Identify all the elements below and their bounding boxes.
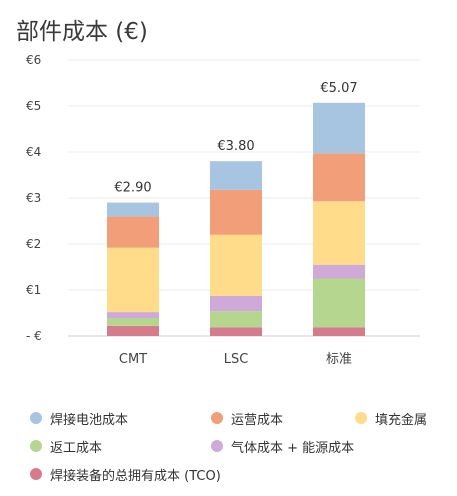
y-tick-label: €5: [26, 99, 41, 113]
stacked-bar-chart: - € €1 €2 €3 €4 €5 €6 €2.90 CMT €3.80 LSC €5.07 标准: [26, 53, 420, 367]
bar-segment: [210, 189, 262, 235]
y-tick-label: €2: [26, 237, 41, 251]
legend-item: 焊接电池成本: [30, 409, 128, 428]
chart-legend: 焊接电池成本 运营成本 填充金属返工成本 气体成本 + 能源成本 焊接装备的总拥有成本 …: [30, 404, 450, 488]
bar-segment: [210, 161, 262, 190]
bar-total-label: €2.90: [114, 181, 151, 196]
legend-label: 气体成本 + 能源成本: [231, 440, 355, 456]
legend-row: 返工成本 气体成本 + 能源成本: [30, 432, 450, 460]
bar-segment: [210, 327, 262, 336]
legend-swatch: [30, 440, 42, 452]
y-tick-label: €6: [26, 53, 41, 67]
bar-segment: [210, 311, 262, 328]
bar-segment: [313, 264, 365, 279]
bar-total-label: €3.80: [217, 139, 254, 154]
legend-swatch: [30, 468, 42, 480]
legend-item: 填充金属: [355, 409, 427, 428]
bar-segment: [313, 278, 365, 328]
bar-segment: [313, 102, 365, 154]
legend-label: 返工成本: [50, 440, 103, 456]
legend-item: 气体成本 + 能源成本: [211, 437, 354, 456]
bar-segment: [107, 202, 159, 217]
y-tick-label: - €: [26, 329, 42, 343]
legend-row: 焊接电池成本 运营成本 填充金属: [30, 404, 450, 432]
legend-label: 填充金属: [375, 412, 428, 428]
legend-item: 返工成本: [30, 437, 102, 456]
x-tick-label: CMT: [119, 352, 147, 367]
legend-swatch: [30, 412, 42, 424]
bar-segment: [107, 325, 159, 336]
bar-segment: [107, 247, 159, 313]
chart-title: 部件成本 (€): [16, 19, 148, 45]
bar-segment: [313, 201, 365, 265]
y-tick-label: €1: [26, 283, 41, 297]
x-tick-label: LSC: [224, 352, 249, 367]
legend-swatch: [211, 412, 223, 424]
bar-segment: [210, 295, 262, 312]
legend-item: 运营成本: [211, 409, 283, 428]
legend-label: 焊接装备的总拥有成本 (TCO): [50, 468, 221, 484]
legend-row: 焊接装备的总拥有成本 (TCO): [30, 460, 450, 488]
bar-segment: [107, 216, 159, 248]
bar-segment: [313, 327, 365, 336]
bar-total-label: €5.07: [320, 81, 357, 96]
bar-segment: [107, 312, 159, 319]
y-tick-label: €4: [26, 145, 41, 159]
bar-segment: [210, 234, 262, 296]
bar-segment: [313, 153, 365, 202]
legend-label: 焊接电池成本: [50, 412, 129, 428]
y-tick-label: €3: [26, 191, 41, 205]
legend-item: 焊接装备的总拥有成本 (TCO): [30, 465, 221, 484]
legend-swatch: [355, 412, 367, 424]
x-tick-label: 标准: [326, 352, 352, 367]
legend-label: 运营成本: [231, 412, 284, 428]
bar-segment: [107, 318, 159, 326]
legend-swatch: [211, 440, 223, 452]
